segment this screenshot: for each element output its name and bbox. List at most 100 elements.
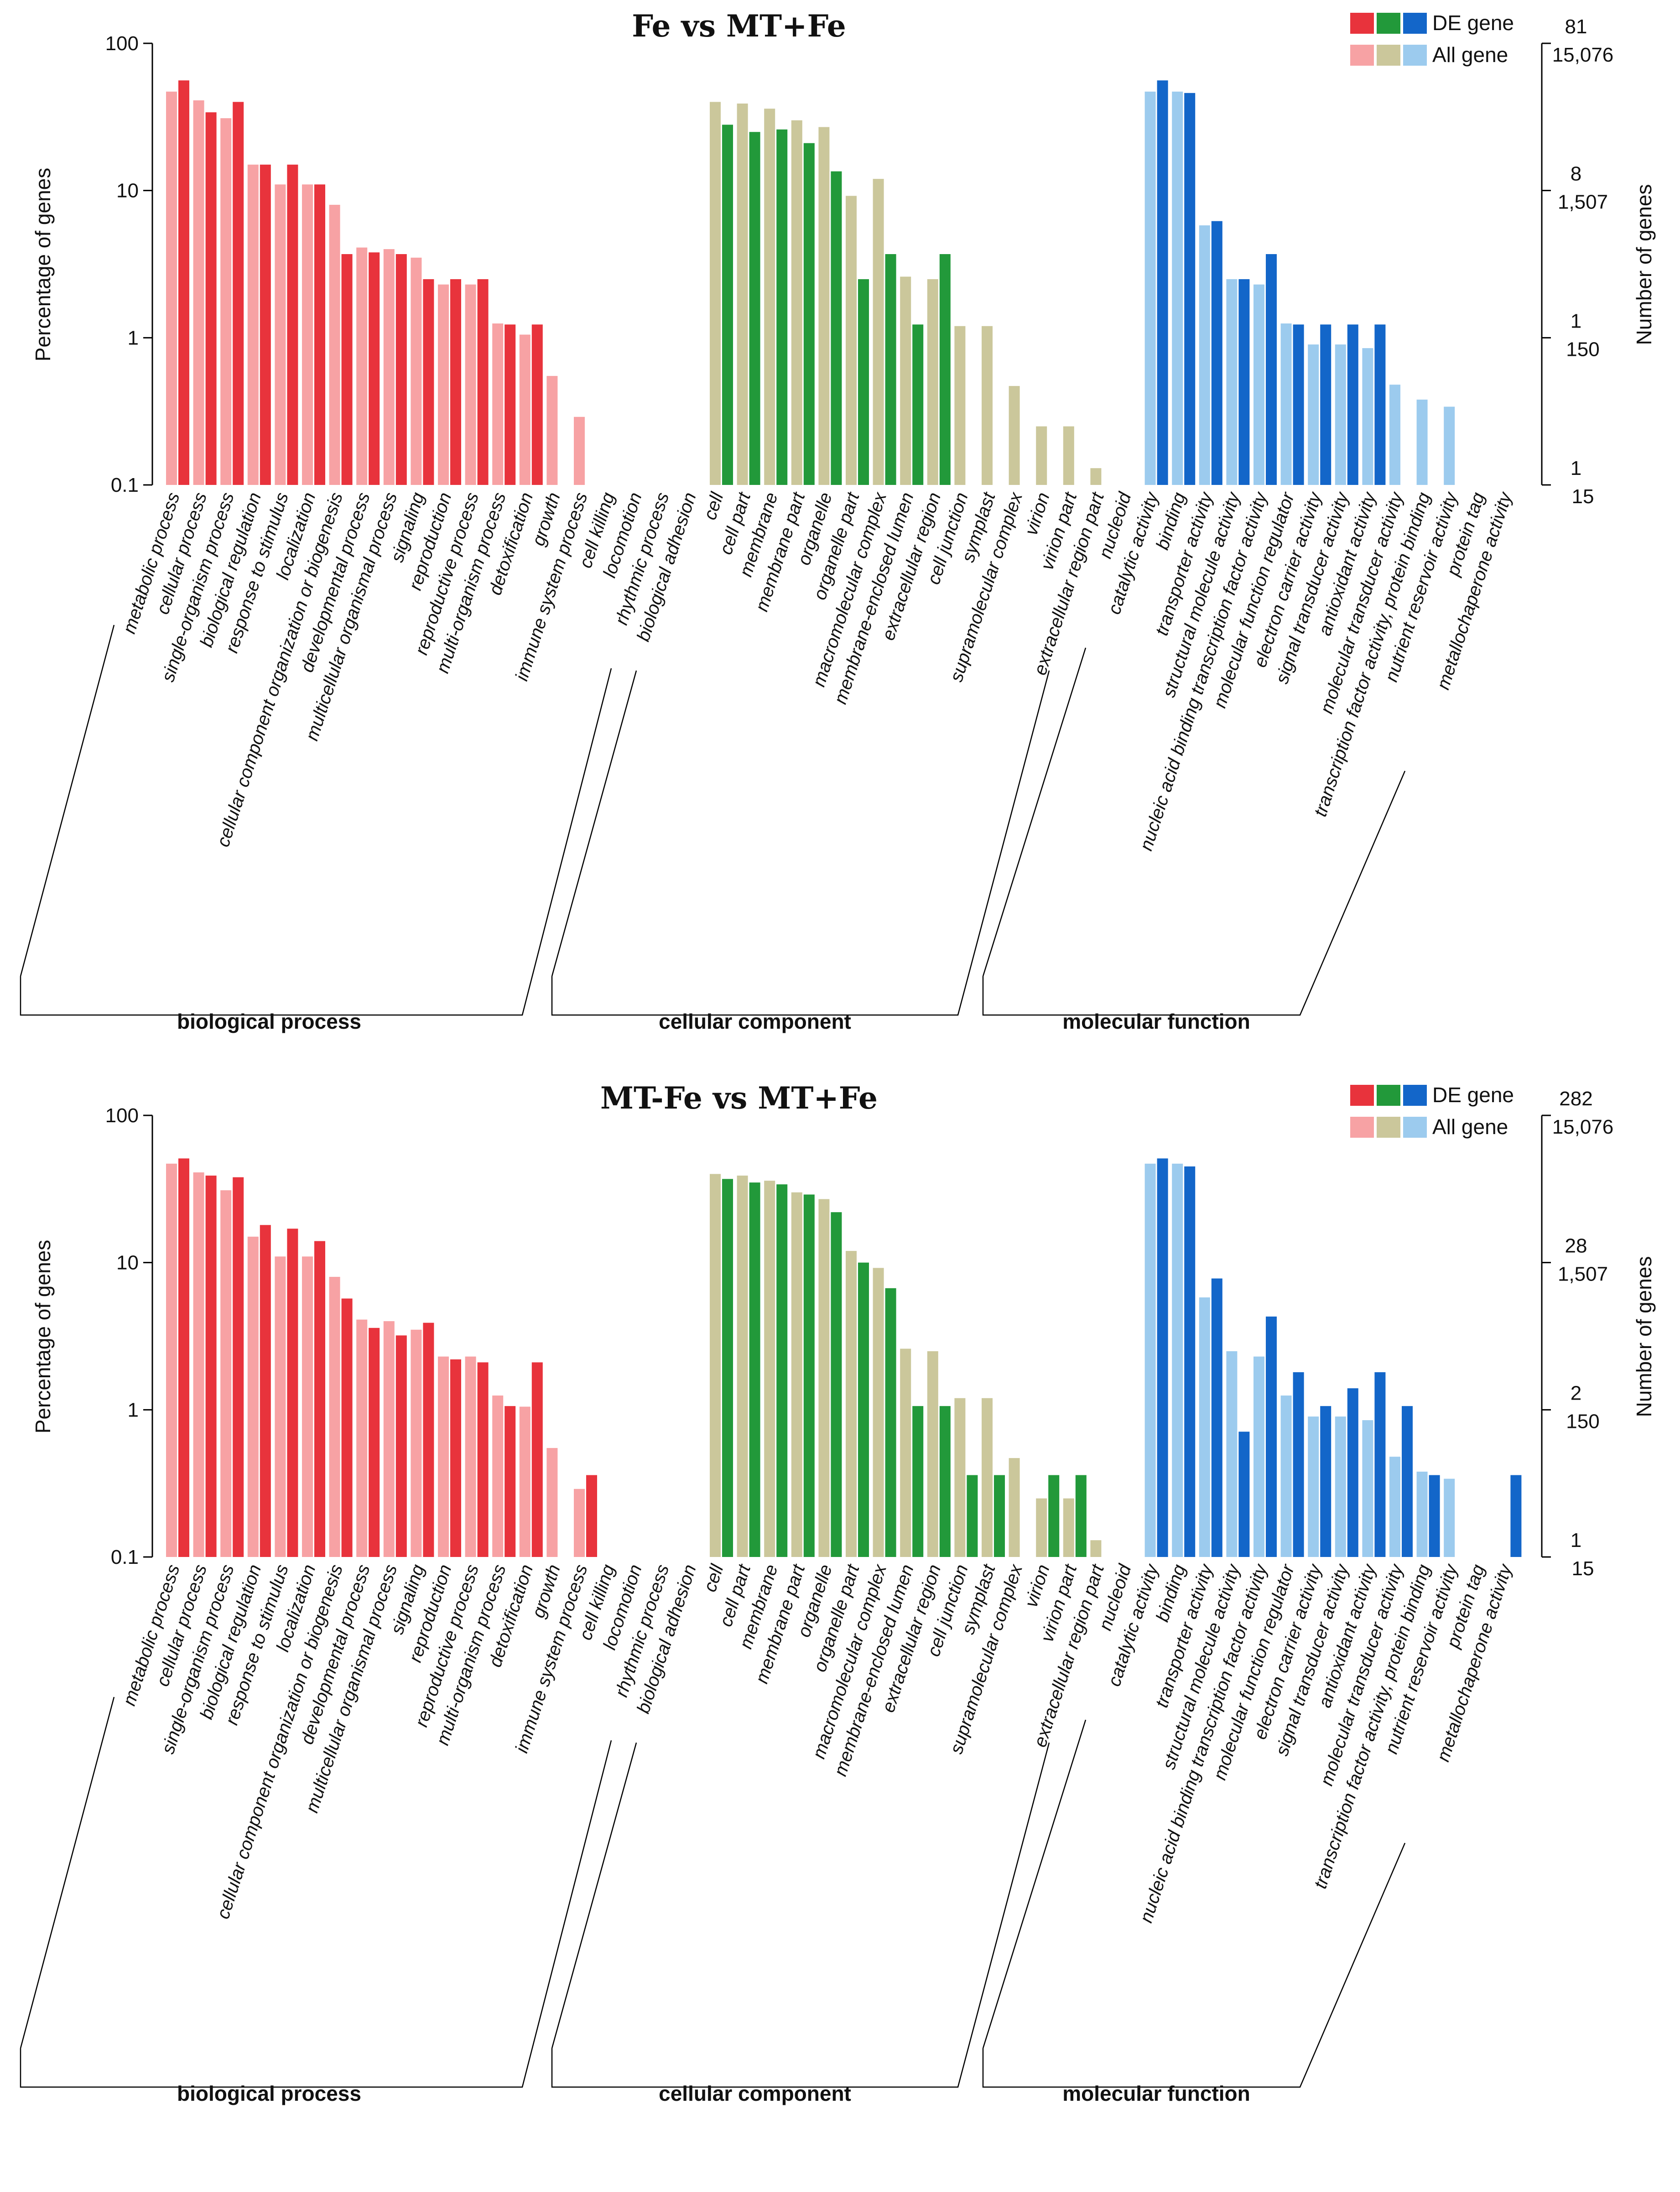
bar-all-immune-system-process xyxy=(574,417,585,485)
legend-all-label: All gene xyxy=(1432,43,1508,67)
bar-de-transcription-factor-activity-protein-binding xyxy=(1429,1475,1440,1557)
bar-all-virion-part xyxy=(1063,1498,1074,1557)
chart-title: Fe vs MT+Fe xyxy=(632,8,846,44)
bar-all-nucleic-acid-binding-transcription-factor-activity xyxy=(1253,284,1264,485)
bar-all-extracellular-region-part xyxy=(1090,1540,1102,1557)
bar-all-membrane-enclosed-lumen xyxy=(900,1349,911,1557)
category-label-cell: cell xyxy=(700,489,728,522)
bar-all-symplast xyxy=(982,326,993,485)
bar-de-nucleic-acid-binding-transcription-factor-activity xyxy=(1266,1316,1277,1557)
bar-all-signal-transducer-activity xyxy=(1335,344,1346,485)
bar-all-response-to-stimulus xyxy=(275,184,286,485)
bar-de-localization xyxy=(314,184,325,485)
bar-de-electron-carrier-activity xyxy=(1320,1406,1332,1557)
bar-all-nucleic-acid-binding-transcription-factor-activity xyxy=(1253,1356,1264,1557)
bar-all-response-to-stimulus xyxy=(275,1256,286,1557)
legend-all-swatch xyxy=(1377,1117,1400,1138)
bar-de-reproduction xyxy=(450,279,461,485)
bar-de-signal-transducer-activity xyxy=(1347,1388,1358,1557)
bar-all-electron-carrier-activity xyxy=(1308,344,1319,485)
bar-de-detoxification xyxy=(531,324,543,485)
bar-de-signaling xyxy=(423,279,434,485)
bar-all-supramolecular-complex xyxy=(1009,1458,1020,1557)
chart-title: MT-Fe vs MT+Fe xyxy=(600,1080,878,1116)
bar-de-nucleic-acid-binding-transcription-factor-activity xyxy=(1266,254,1277,485)
bar-all-cell-part xyxy=(737,1175,748,1557)
right-tick-all-count: 15 xyxy=(1572,485,1594,508)
bar-all-virion xyxy=(1036,426,1047,485)
bar-all-binding xyxy=(1172,91,1183,485)
group-bracket xyxy=(551,670,1050,1016)
bar-de-signal-transducer-activity xyxy=(1347,324,1358,485)
legend-de-swatch xyxy=(1350,1085,1374,1106)
legend-de-swatch xyxy=(1377,13,1400,34)
y2-axis-label: Number of genes xyxy=(1632,1256,1656,1417)
bar-all-detoxification xyxy=(519,1406,531,1557)
bar-all-symplast xyxy=(982,1398,993,1557)
bar-all-macromolecular-complex xyxy=(873,179,884,485)
panel-2: MT-Fe vs MT+Fe 100 10 1 0.1 Percentage of gen… xyxy=(20,1080,1656,2105)
bar-de-virion-part xyxy=(1075,1475,1087,1557)
bar-de-signaling xyxy=(423,1322,434,1557)
left-tick-label: 0.1 xyxy=(111,474,139,496)
bar-de-membrane-part xyxy=(803,1194,815,1557)
bar-de-organelle xyxy=(831,171,842,485)
bar-de-cellular-process xyxy=(205,112,217,485)
bar-all-cell xyxy=(710,102,721,485)
bar-de-response-to-stimulus xyxy=(287,1229,298,1557)
bar-all-organelle-part xyxy=(846,196,857,485)
bar-de-immune-system-process xyxy=(586,1475,597,1557)
bar-de-antioxidant-activity xyxy=(1374,1372,1386,1557)
bar-de-electron-carrier-activity xyxy=(1320,324,1332,485)
bar-all-signaling xyxy=(411,257,422,485)
bar-all-membrane-part xyxy=(791,120,802,485)
bar-de-detoxification xyxy=(531,1362,543,1557)
legend-de-label: DE gene xyxy=(1432,11,1514,35)
bar-all-transporter-activity xyxy=(1199,225,1210,485)
legend-de-swatch xyxy=(1350,13,1374,34)
bar-de-molecular-transducer-activity xyxy=(1402,1406,1413,1557)
bar-de-cell xyxy=(722,1179,733,1557)
legend-de-label: DE gene xyxy=(1432,1083,1514,1107)
right-tick-all-count: 150 xyxy=(1566,1410,1599,1432)
bar-de-macromolecular-complex xyxy=(885,1288,896,1557)
bar-de-single-organism-process xyxy=(233,1177,244,1557)
bar-all-biological-regulation xyxy=(247,1236,259,1557)
bar-all-catalytic-activity xyxy=(1144,91,1156,485)
bar-de-membrane-enclosed-lumen xyxy=(912,324,924,485)
bar-de-cell-part xyxy=(749,132,760,485)
bar-de-symplast xyxy=(994,1475,1005,1557)
bar-de-multicellular-organismal-process xyxy=(395,1335,407,1557)
bar-de-cellular-component-organization-or-biogenesis xyxy=(341,1298,353,1557)
bar-de-metabolic-process xyxy=(178,80,189,485)
bar-de-cellular-component-organization-or-biogenesis xyxy=(341,254,353,485)
bar-all-immune-system-process xyxy=(574,1489,585,1557)
bar-all-cellular-process xyxy=(193,100,204,485)
bar-de-reproductive-process xyxy=(477,279,489,485)
bar-de-biological-regulation xyxy=(260,164,271,485)
bar-all-virion-part xyxy=(1063,426,1074,485)
bar-de-cell xyxy=(722,125,733,485)
left-tick-label: 10 xyxy=(116,180,139,202)
bar-all-cell xyxy=(710,1174,721,1557)
bar-all-single-organism-process xyxy=(220,118,232,485)
bar-de-biological-regulation xyxy=(260,1225,271,1557)
bar-all-membrane-part xyxy=(791,1192,802,1557)
bar-de-catalytic-activity xyxy=(1157,80,1168,485)
bar-all-cellular-component-organization-or-biogenesis xyxy=(329,204,340,485)
left-tick-label: 0.1 xyxy=(111,1546,139,1568)
bar-all-multi-organism-process xyxy=(492,323,504,485)
bar-de-multi-organism-process xyxy=(505,1406,516,1557)
bar-all-signal-transducer-activity xyxy=(1335,1416,1346,1557)
right-tick-de-count: 2 xyxy=(1571,1382,1581,1404)
bar-all-membrane xyxy=(764,1181,775,1557)
right-tick-all-count: 15,076 xyxy=(1552,1116,1614,1138)
right-tick-de-count: 1 xyxy=(1571,310,1581,332)
bar-all-virion xyxy=(1036,1498,1047,1557)
bar-de-membrane-part xyxy=(803,143,815,485)
bar-all-antioxidant-activity xyxy=(1362,348,1373,485)
bar-de-metabolic-process xyxy=(178,1158,189,1557)
bar-de-membrane-enclosed-lumen xyxy=(912,1406,924,1557)
bar-all-cellular-process xyxy=(193,1172,204,1557)
